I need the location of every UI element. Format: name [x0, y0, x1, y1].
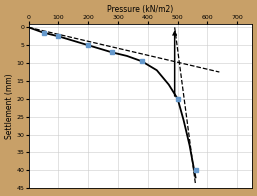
- Y-axis label: Settlement (mm): Settlement (mm): [5, 73, 14, 139]
- X-axis label: Pressure (kN/m2): Pressure (kN/m2): [107, 5, 173, 14]
